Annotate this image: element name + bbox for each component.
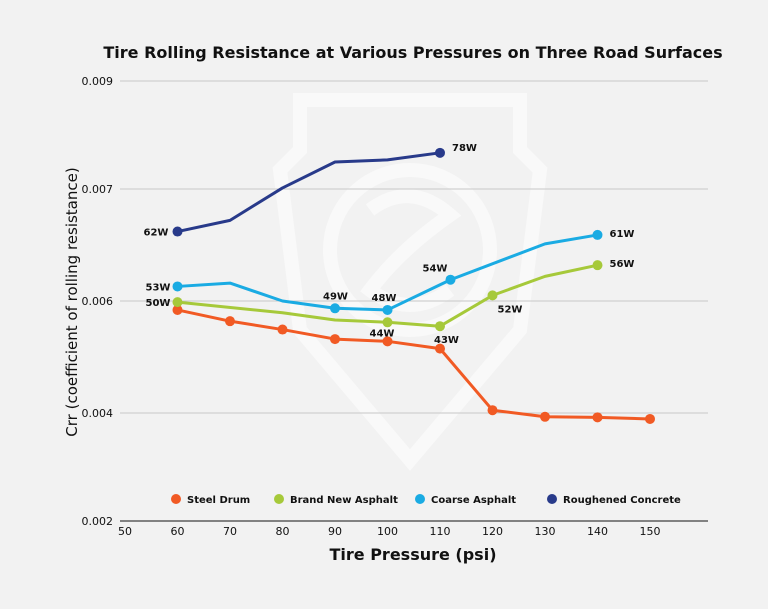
data-label: 50W [146,298,171,309]
legend-label-roughened-concrete: Roughened Concrete [563,495,681,506]
series-line-steel-drum [177,308,651,421]
x-tick-label: 140 [587,525,608,538]
data-label: 56W [610,259,635,270]
data-label: 61W [610,229,635,240]
data-point-steel-drum [645,413,655,424]
x-tick-label: 70 [223,525,237,538]
y-tick-label: 0.007 [82,183,114,196]
x-tick-label: 80 [276,525,290,538]
data-label: 62W [144,228,169,239]
data-point-coarse-asphalt [592,229,603,240]
data-label: 52W [498,304,523,315]
data-label: 78W [452,143,477,154]
series-line-brand-new-asphalt [177,263,598,328]
series-line-coarse-asphalt [177,233,598,312]
data-point-coarse-asphalt [330,303,340,314]
data-label: 43W [434,335,459,346]
data-point-roughened-concrete [172,226,183,237]
data-label: 48W [372,293,397,304]
x-tick-label: 130 [535,525,556,538]
y-tick-label: 0.002 [82,515,114,528]
x-tick-label: 110 [430,525,451,538]
data-point-brand-new-asphalt [172,297,183,308]
data-point-brand-new-asphalt [487,290,498,301]
x-tick-label: 90 [328,525,342,538]
y-tick-label: 0.009 [82,75,114,88]
data-point-steel-drum [277,324,288,335]
series-layer [172,147,655,424]
data-point-steel-drum [172,304,183,315]
legend-swatch-roughened-concrete [547,494,557,504]
x-tick-labels: 50 60 70 80 90 100 110 120 130 140 150 [118,525,661,538]
data-point-steel-drum [435,343,445,354]
data-labels: 50W 44W 43W 52W 56W 53W 49W 48W 54W 61W 62W 78W [144,143,635,346]
data-point-steel-drum [540,411,550,422]
legend-label-steel-drum: Steel Drum [187,495,250,506]
data-label: 53W [146,282,171,293]
x-tick-label: 100 [377,525,398,538]
y-tick-label: 0.004 [82,407,114,420]
data-point-steel-drum [487,405,498,416]
legend-swatch-coarse-asphalt [415,494,425,504]
legend-label-coarse-asphalt: Coarse Asphalt [431,495,516,506]
data-label: 49W [323,291,348,302]
legend: Steel Drum Brand New Asphalt Coarse Asphal… [171,494,681,506]
legend-label-brand-new-asphalt: Brand New Asphalt [290,495,398,506]
x-tick-label: 120 [482,525,503,538]
legend-swatch-brand-new-asphalt [274,494,284,504]
data-point-steel-drum [592,412,603,423]
data-label: 54W [423,264,448,275]
data-point-brand-new-asphalt [592,260,603,271]
chart-title: Tire Rolling Resistance at Various Press… [103,43,722,62]
watermark-logo [272,93,548,471]
data-point-roughened-concrete [435,147,445,158]
x-tick-label: 150 [640,525,661,538]
grid [120,80,708,414]
x-tick-label: 60 [171,525,185,538]
y-axis-label: Crr (coefficient of rolling resistance) [63,167,81,436]
data-point-brand-new-asphalt [382,317,393,328]
data-label: 44W [370,328,395,339]
y-tick-labels: 0.002 0.004 0.006 0.007 0.009 [82,75,114,528]
x-axis-label: Tire Pressure (psi) [329,545,496,564]
data-point-coarse-asphalt [172,281,183,292]
data-point-coarse-asphalt [382,304,393,315]
data-point-brand-new-asphalt [435,321,445,332]
y-tick-label: 0.006 [82,295,114,308]
data-point-steel-drum [225,316,235,327]
data-point-steel-drum [382,336,393,347]
x-tick-label: 50 [118,525,132,538]
data-point-steel-drum [330,334,340,345]
legend-swatch-steel-drum [171,494,181,504]
data-point-coarse-asphalt [445,274,456,285]
series-line-roughened-concrete [177,151,441,234]
